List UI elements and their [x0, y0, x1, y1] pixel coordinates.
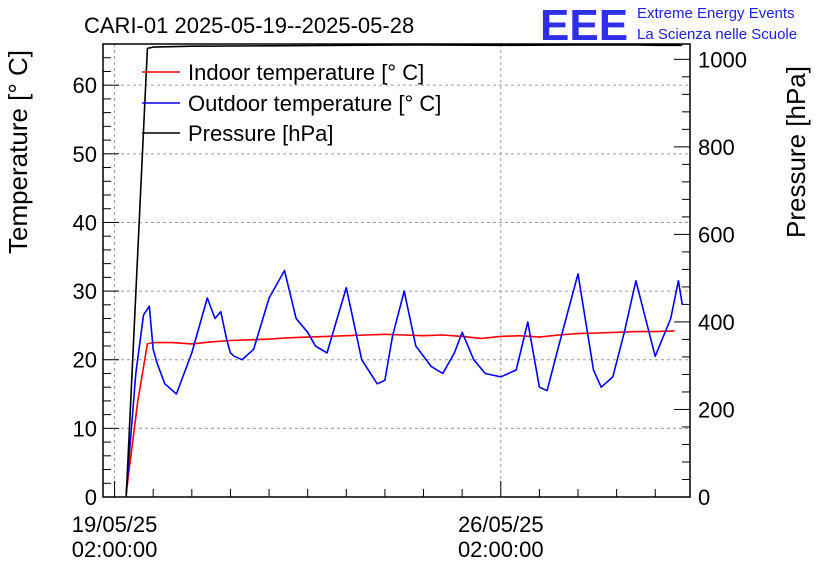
grid-lines — [103, 44, 690, 497]
logo-mark: EEE — [540, 1, 628, 50]
x-tick-label-time: 02:00:00 — [458, 537, 544, 562]
left-tick-label: 50 — [73, 142, 97, 167]
plot-frame — [102, 43, 691, 498]
legend-label-pressure: Pressure [hPa] — [188, 121, 334, 146]
series-layer — [125, 44, 684, 498]
series-pressure-line — [125, 44, 683, 498]
left-tick-label: 0 — [85, 485, 97, 510]
x-tick-label-date: 26/05/25 — [458, 512, 544, 537]
x-tick-label-date: 19/05/25 — [72, 512, 158, 537]
legend-label-outdoor: Outdoor temperature [° C] — [188, 91, 441, 116]
logo-line-2: La Scienza nelle Scuole — [637, 26, 797, 43]
left-tick-label: 30 — [73, 279, 97, 304]
series-indoor-line — [125, 330, 675, 494]
series-outdoor-line — [125, 269, 684, 494]
legend-label-indoor: Indoor temperature [° C] — [188, 60, 424, 85]
right-tick-label: 1000 — [698, 47, 747, 72]
left-tick-label: 20 — [73, 348, 97, 373]
y2-axis-title: Pressure [hPa] — [781, 66, 811, 238]
left-tick-label: 10 — [73, 416, 97, 441]
left-axis-ticks: 0 10 20 30 40 50 60 — [73, 43, 119, 510]
x-tick-label-time: 02:00:00 — [72, 537, 158, 562]
right-axis-ticks: 0 200 400 600 800 1000 — [674, 47, 747, 510]
left-tick-label: 60 — [73, 73, 97, 98]
legend: Indoor temperature [° C] Outdoor tempera… — [142, 60, 441, 146]
right-tick-label: 600 — [698, 222, 735, 247]
eee-logo: EEE Extreme Energy Events La Scienza nel… — [540, 1, 797, 50]
right-tick-label: 400 — [698, 310, 735, 335]
right-tick-label: 200 — [698, 397, 735, 422]
y-axis-title: Temperature [° C] — [3, 50, 33, 254]
chart-title: CARI-01 2025-05-19--2025-05-28 — [84, 13, 414, 38]
right-tick-label: 0 — [698, 485, 710, 510]
logo-line-1: Extreme Energy Events — [637, 5, 795, 22]
right-tick-label: 800 — [698, 135, 735, 160]
left-tick-label: 40 — [73, 210, 97, 235]
